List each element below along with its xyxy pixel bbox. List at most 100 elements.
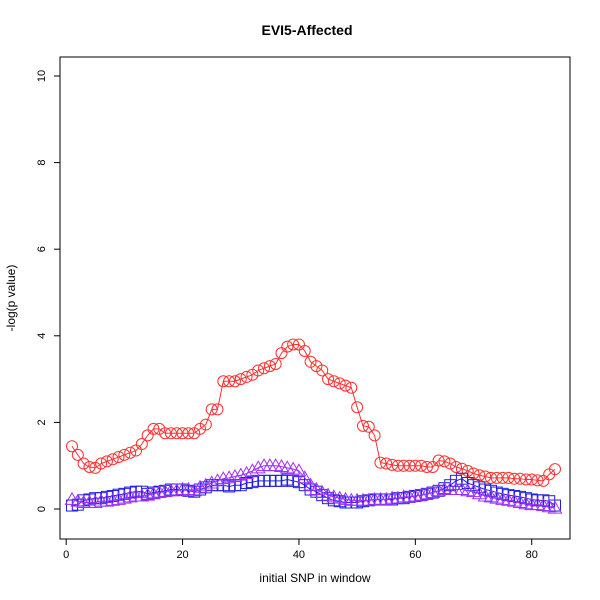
data-point: [87, 494, 103, 508]
data-point: [252, 364, 265, 377]
data-point: [134, 488, 150, 502]
x-tick-label: 0: [63, 549, 69, 561]
y-tick-label: 6: [36, 246, 48, 252]
data-point: [531, 474, 544, 487]
x-axis-label: initial SNP in window: [259, 571, 370, 585]
data-point: [105, 492, 121, 506]
data-point: [122, 489, 138, 503]
data-point: [164, 427, 177, 440]
data-point: [484, 471, 497, 484]
x-tick-label: 20: [176, 549, 188, 561]
data-point: [308, 481, 324, 495]
data-point: [71, 448, 84, 461]
y-axis-label: -log(p value): [4, 265, 18, 332]
data-point: [239, 465, 255, 479]
data-point: [205, 403, 218, 416]
data-point: [244, 463, 260, 477]
data-point: [287, 338, 300, 351]
data-point: [431, 483, 447, 497]
data-point: [258, 362, 271, 375]
data-point: [223, 375, 236, 388]
data-point: [450, 460, 463, 473]
data-point: [199, 418, 212, 431]
data-point: [425, 484, 441, 498]
data-point: [281, 340, 294, 353]
data-point: [83, 460, 96, 473]
data-point: [198, 477, 214, 491]
data-point: [432, 454, 445, 467]
y-axis: 0 2 4 6 8 10: [36, 70, 61, 512]
data-point: [413, 487, 429, 501]
data-point: [186, 483, 202, 497]
data-point: [66, 440, 78, 453]
data-point: [215, 471, 231, 485]
data-point: [303, 477, 319, 491]
series-triangle: [64, 458, 563, 514]
data-point: [99, 493, 115, 507]
data-point: [124, 446, 137, 459]
data-point: [339, 379, 352, 392]
data-point: [380, 457, 393, 470]
x-tick-label: 40: [293, 549, 305, 561]
data-point: [140, 487, 156, 501]
y-tick-label: 0: [36, 506, 48, 512]
data-point: [322, 373, 335, 386]
data-point: [378, 491, 394, 505]
data-point: [547, 500, 563, 514]
data-point: [176, 427, 189, 440]
data-point: [508, 472, 521, 485]
data-point: [147, 422, 160, 435]
data-point: [444, 457, 457, 470]
data-point: [234, 373, 247, 386]
y-tick-label: 8: [36, 160, 48, 166]
data-point: [182, 427, 195, 440]
data-point: [490, 471, 503, 484]
y-tick-label: 2: [36, 419, 48, 425]
data-point: [233, 467, 249, 481]
data-point: [368, 429, 381, 442]
data-point: [112, 451, 125, 464]
y-tick-label: 4: [36, 333, 48, 339]
data-point: [157, 484, 173, 498]
data-point: [217, 375, 230, 388]
data-point: [169, 483, 185, 497]
data-point: [390, 490, 406, 504]
data-point: [519, 473, 532, 486]
data-point: [420, 460, 433, 473]
data-point: [525, 473, 538, 486]
data-point: [333, 377, 346, 390]
x-tick-label: 60: [409, 549, 421, 561]
data-point: [250, 460, 266, 474]
data-point: [111, 491, 127, 505]
x-tick-label: 80: [526, 549, 538, 561]
data-point: [345, 381, 358, 394]
data-point: [374, 456, 387, 469]
data-point: [496, 471, 509, 484]
data-point: [549, 463, 561, 476]
data-point: [409, 459, 422, 472]
data-point: [362, 420, 375, 433]
data-point: [291, 463, 307, 477]
x-axis: 0 20 40 60 80: [63, 538, 538, 561]
data-point: [192, 479, 208, 493]
data-point: [351, 401, 364, 414]
data-point: [402, 489, 417, 503]
data-point: [263, 360, 276, 373]
data-point: [438, 455, 451, 468]
data-point: [118, 448, 131, 461]
data-point: [269, 357, 282, 370]
data-point: [327, 375, 340, 388]
data-point: [77, 457, 90, 470]
data-point: [95, 457, 108, 470]
data-point: [514, 472, 527, 485]
data-point: [100, 455, 113, 468]
data-point: [106, 453, 119, 466]
data-point: [403, 459, 416, 472]
data-point: [204, 475, 220, 489]
data-point: [386, 458, 399, 471]
data-point: [415, 459, 428, 472]
data-point: [502, 471, 515, 484]
data-point: [170, 427, 183, 440]
